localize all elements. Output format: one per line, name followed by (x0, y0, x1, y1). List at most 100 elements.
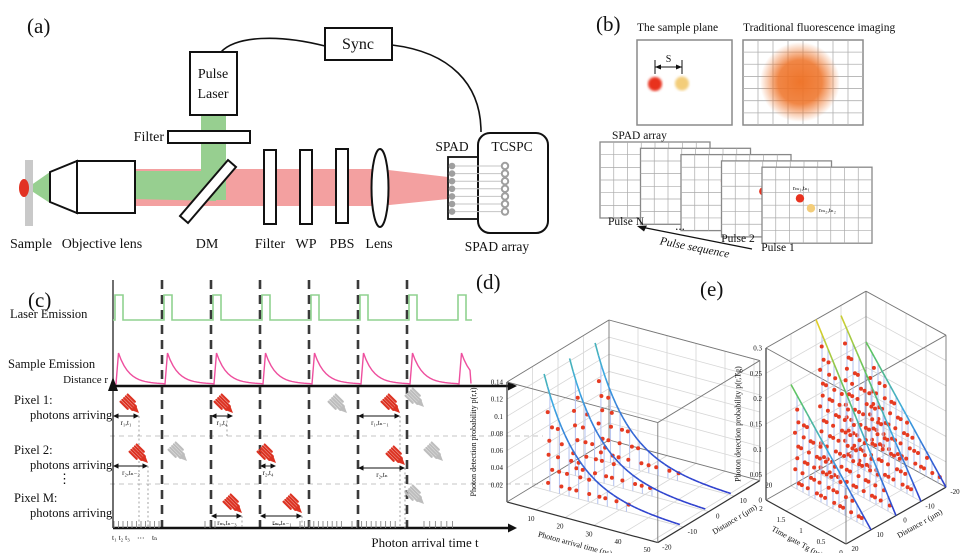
probability-curve (571, 448, 577, 456)
photon-data-dot (881, 432, 886, 437)
measure-arrowhead (260, 463, 266, 469)
photon-burst-stripe (332, 395, 345, 408)
probability-curve (867, 446, 873, 458)
sample-label: Sample (10, 237, 52, 252)
probability-curve (713, 486, 718, 490)
photon-burst-stripe (392, 445, 402, 455)
photon-burst-stripe (387, 393, 397, 403)
photon-data-dot (878, 498, 883, 503)
photon-burst-stripe (423, 448, 433, 458)
photon-data-dot (574, 488, 579, 493)
x-tick-label: 0 (839, 549, 843, 553)
photon-burst-stripe (135, 443, 145, 453)
tcspc-channel-dot (500, 169, 510, 178)
photon-burst-stripe (409, 389, 422, 402)
probability-curve (869, 348, 875, 357)
photon-burst-stripe (126, 393, 136, 403)
probability-curve (601, 367, 607, 379)
photon-data-dot (593, 457, 598, 462)
photon-data-dot (667, 468, 672, 473)
photon-data-dot (850, 446, 855, 451)
pixelM-label: Pixel M: (14, 491, 57, 505)
probability-curve (667, 465, 673, 470)
probability-curve (706, 484, 711, 488)
photon-data-dot (850, 498, 855, 503)
probability-curve (913, 428, 919, 437)
z-tick-label: 0 (759, 497, 763, 505)
photon-data-dot (874, 428, 879, 432)
probability-curve (616, 496, 622, 501)
z-tick-label: 0.04 (491, 464, 504, 472)
probability-curve (826, 449, 832, 458)
tcspc-channel-dot (500, 207, 510, 216)
measure-arrowhead (113, 413, 119, 419)
probability-curve (609, 492, 615, 496)
probability-curve (617, 461, 623, 467)
probability-curve (592, 477, 597, 482)
photon-data-dot (836, 438, 841, 443)
lens-label: Lens (365, 237, 392, 252)
probability-curve (546, 386, 552, 399)
probability-curve (627, 502, 632, 507)
pulse-laser-label-2: Laser (197, 87, 228, 102)
fluorescence-decay-train (113, 352, 472, 385)
pulse-2-label: Pulse 2 (721, 233, 755, 245)
probability-curve (887, 495, 893, 507)
photon-data-dot (546, 480, 551, 485)
photon-data-dot (616, 455, 621, 460)
objective-label: Objective lens (62, 237, 142, 252)
probability-curve (879, 476, 885, 487)
photon-data-dot (877, 381, 882, 386)
photon-burst-stripe (382, 398, 395, 411)
grid-line (608, 336, 760, 379)
photon1-coord-label: rₘ₁,tₙ₁ (793, 185, 810, 192)
probability-curve (701, 507, 706, 510)
probability-curve (877, 363, 883, 372)
emission-time-axis-arrowhead (508, 381, 517, 391)
photon-arrowhead (293, 504, 302, 513)
fluorescence-beam-focus (380, 169, 448, 206)
photon-data-dot (860, 463, 865, 468)
probability-curve (858, 507, 864, 516)
photon-data-dot (913, 461, 918, 466)
photon-data-dot (574, 466, 579, 471)
photon-data-dot (850, 381, 855, 386)
photon-data-dot (919, 464, 923, 469)
photon-data-dot (575, 395, 580, 400)
time-tick-tn: tₙ (152, 533, 157, 542)
photon-data-dot (559, 442, 564, 447)
photon-data-dot (867, 427, 871, 432)
probability-curve (839, 378, 845, 389)
y-tick-label: -10 (688, 528, 698, 536)
probability-curve (663, 492, 668, 496)
probability-curve (636, 438, 641, 444)
x-axis (765, 499, 847, 545)
interval-label: r₁,tₙ₋₁ (371, 419, 389, 427)
grid-line (651, 478, 755, 542)
photon-data-dot (600, 408, 605, 413)
photon-data-dot (580, 425, 585, 430)
photon-data-dot (849, 417, 854, 422)
time-tick-dots: ⋯ (137, 533, 145, 542)
photon-data-dot (861, 489, 866, 494)
photon-burst-stripe (263, 443, 273, 453)
photon-data-dot (859, 516, 864, 520)
photon-data-dot (819, 344, 824, 349)
photon-data-dot (806, 450, 811, 455)
photon-data-dot (654, 465, 659, 470)
photon-data-dot (889, 451, 893, 456)
y-tick-label: 10 (877, 531, 885, 539)
probability-curve (889, 385, 895, 394)
photon-data-dot (830, 398, 835, 403)
probability-curve (606, 489, 611, 494)
photon-data-dot (905, 485, 910, 490)
photon-data-dot (639, 461, 644, 466)
photon-data-dot (854, 485, 859, 489)
probability-curve (560, 426, 566, 436)
probability-curve (610, 453, 616, 459)
photon-data-dot (824, 472, 829, 477)
photon-burst-stripe (224, 498, 237, 511)
probability-curve (850, 493, 856, 502)
grid-line (608, 371, 760, 413)
probability-curve (823, 338, 829, 350)
